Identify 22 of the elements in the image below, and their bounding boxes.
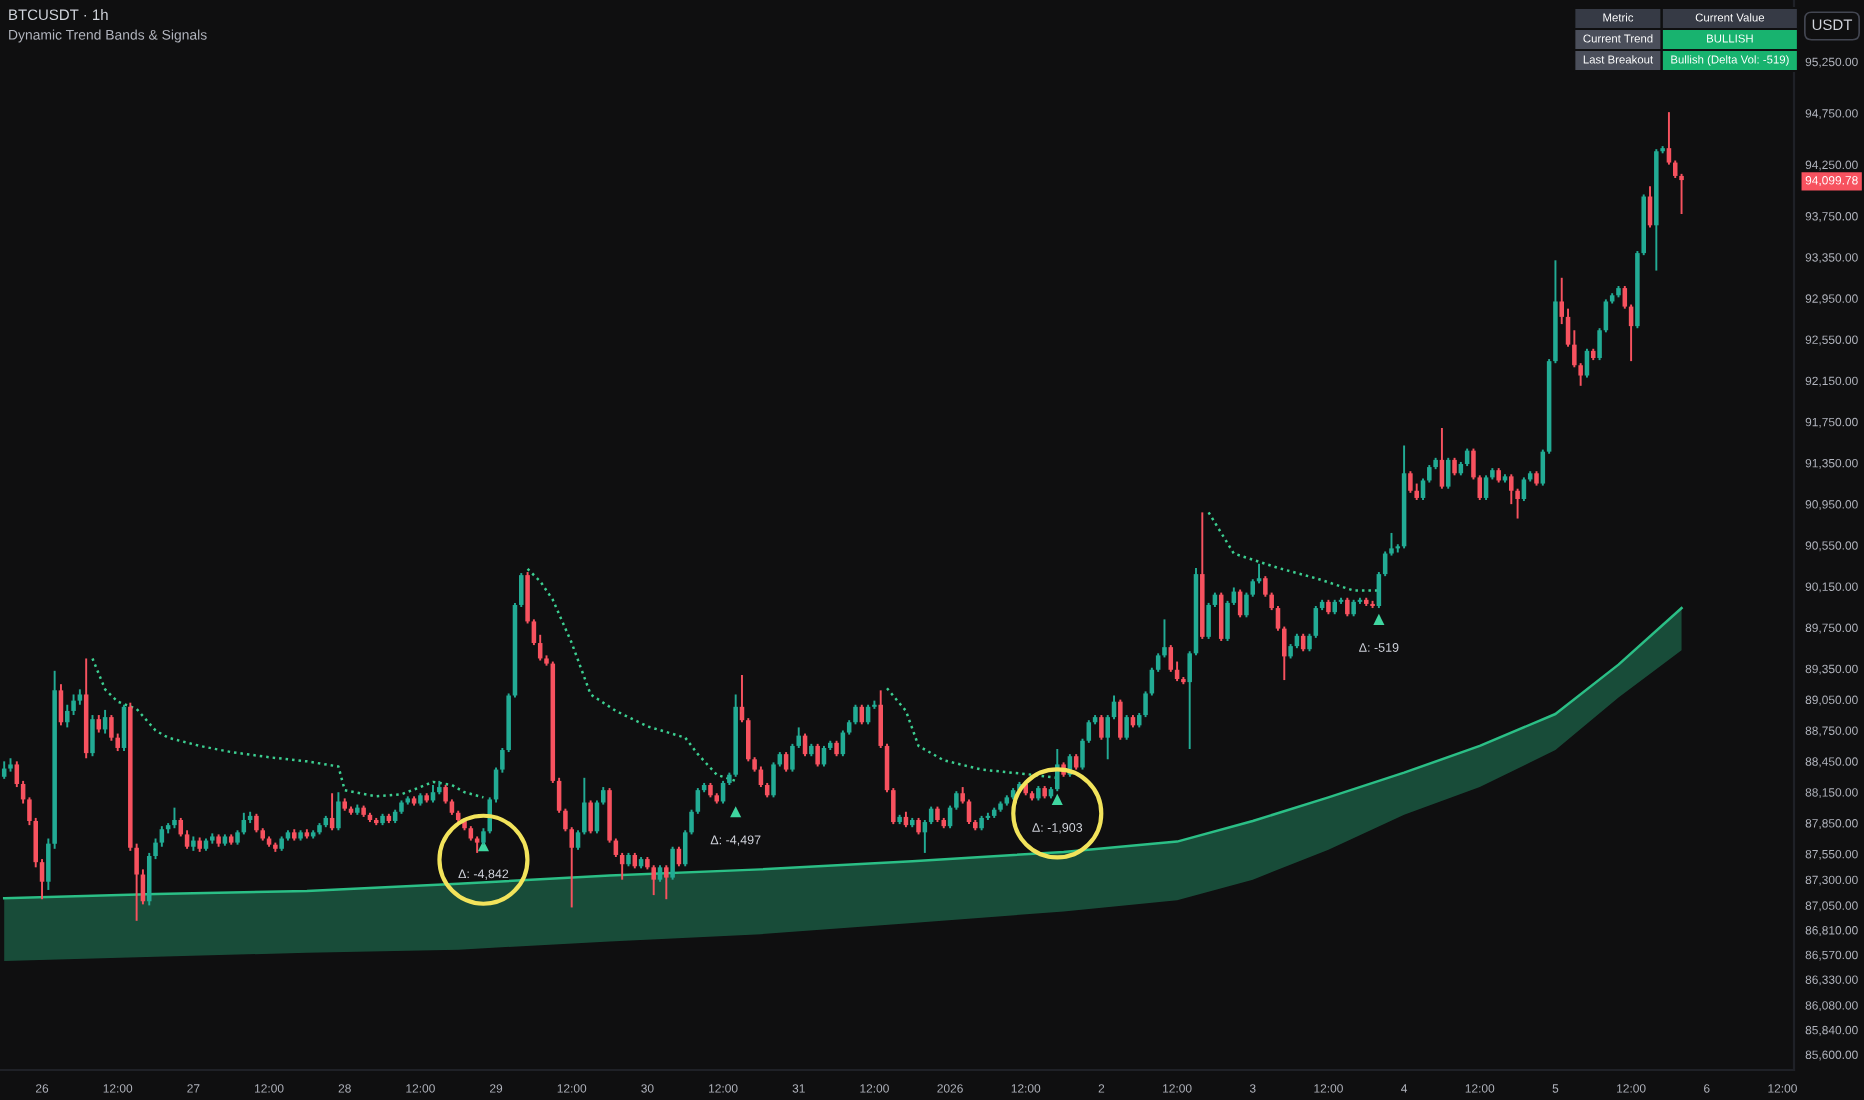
candlestick bbox=[783, 751, 789, 773]
candlestick bbox=[1124, 714, 1129, 741]
candlestick bbox=[670, 845, 675, 881]
candlestick bbox=[1206, 601, 1211, 640]
candlestick bbox=[1345, 596, 1350, 618]
point bbox=[1373, 613, 1385, 625]
line-series bbox=[2, 606, 1683, 900]
candlestick bbox=[1118, 698, 1123, 741]
candlestick bbox=[1483, 474, 1489, 501]
candlestick bbox=[664, 864, 669, 901]
candlestick bbox=[254, 812, 259, 834]
candlestick bbox=[815, 742, 820, 768]
candlestick bbox=[588, 799, 593, 835]
candlestick bbox=[1445, 456, 1451, 490]
candlestick bbox=[1521, 476, 1527, 503]
candlestick bbox=[90, 714, 95, 758]
candlestick bbox=[1099, 714, 1104, 741]
candlestick bbox=[651, 864, 656, 897]
candlestick bbox=[1408, 470, 1413, 494]
candlestick bbox=[172, 806, 177, 830]
candlestick bbox=[336, 791, 341, 832]
point bbox=[1051, 793, 1063, 805]
